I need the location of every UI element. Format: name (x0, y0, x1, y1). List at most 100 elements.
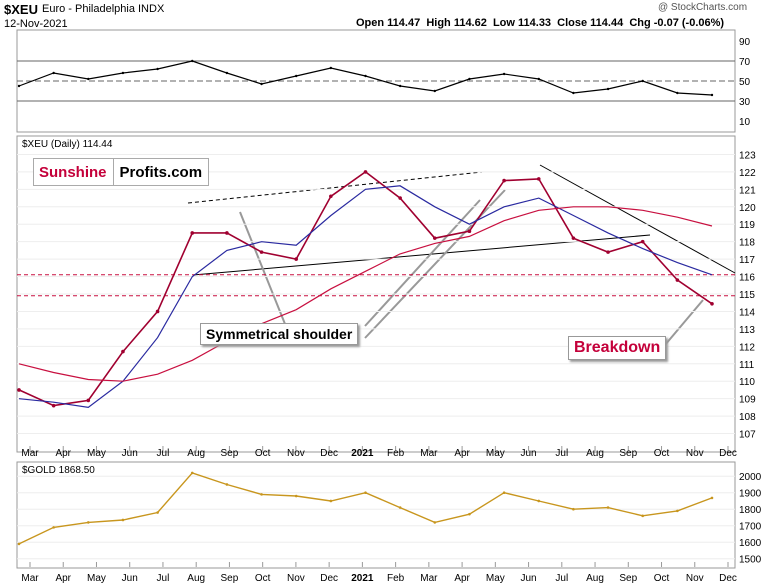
rsi-point (398, 84, 402, 88)
x-axes: Mar Apr May Jun Jul Aug Sep Oct Nov Dec 2021 Feb Mar… (21, 446, 737, 584)
instrument-name: Euro - Philadelphia INDX (42, 3, 165, 15)
price-x-tick: Sep (221, 448, 239, 459)
price-point (398, 196, 402, 200)
gold-point (156, 511, 159, 514)
price-x-tick: Aug (187, 448, 205, 459)
price-x-tick: Nov (686, 448, 704, 459)
rsi-tick-label: 10 (739, 117, 751, 128)
price-tick-label: 108 (739, 412, 756, 423)
rsi-panel (16, 29, 736, 133)
gold-tick-label: 1800 (739, 505, 762, 516)
rsi-point (225, 71, 229, 75)
rsi-point (710, 93, 714, 97)
price-tick-label: 116 (739, 273, 755, 284)
gold-point (17, 542, 21, 546)
price-x-tick: Jun (122, 448, 138, 459)
price-tick-label: 120 (739, 203, 756, 214)
symbol-title: $XEU (4, 2, 38, 17)
price-tick-label: 110 (739, 377, 755, 388)
rsi-point (502, 72, 506, 76)
downtrend-line (539, 164, 736, 274)
price-tick-label: 118 (739, 238, 755, 249)
price-x-tick: Mar (420, 448, 438, 459)
rsi-point (121, 71, 125, 75)
series-MA200 (18, 206, 713, 382)
price-tick-label: 111 (739, 360, 755, 371)
gold-point (433, 521, 437, 524)
gold-point (260, 493, 263, 496)
price-point (710, 301, 714, 306)
gold-x-tick: Jun (122, 573, 138, 584)
rsi-tick-label: 30 (739, 97, 751, 108)
rsi-point (260, 82, 263, 86)
gold-x-tick: Sep (619, 573, 637, 584)
price-point (155, 309, 160, 314)
price-point (329, 194, 333, 199)
price-x-tick: May (87, 448, 106, 459)
rsi-plot: 90 70 50 30 10 (17, 37, 751, 128)
gold-x-tick: Feb (387, 573, 405, 584)
price-tick-label: 109 (739, 395, 756, 406)
price-point (190, 231, 195, 235)
gold-x-tick: Oct (255, 573, 271, 584)
price-x-tick: Dec (320, 448, 338, 459)
upper-dashed-trendline (187, 171, 483, 204)
gold-x-tick: Nov (287, 573, 305, 584)
gold-x-tick: Jun (521, 573, 537, 584)
gold-x-tick: May (87, 573, 106, 584)
gold-point (52, 526, 55, 529)
rsi-tick-label: 90 (739, 37, 751, 48)
price-x-tick: Jun (521, 448, 537, 459)
gold-x-tick: 2021 (351, 573, 374, 584)
gold-point (121, 518, 125, 522)
gold-x-tick: Sep (221, 573, 239, 584)
rsi-point (191, 59, 194, 63)
chart-date: 12-Nov-2021 (4, 18, 68, 30)
gold-point (641, 514, 644, 518)
rsi-point (364, 74, 367, 78)
price-x-tick: Jul (555, 448, 568, 459)
price-x-tick: Dec (719, 448, 737, 459)
gold-point (572, 507, 575, 511)
price-x-tick: Feb (387, 448, 405, 459)
price-point (502, 178, 506, 183)
price-point (225, 231, 229, 235)
gold-point (87, 521, 90, 524)
gold-x-tick: Nov (686, 573, 704, 584)
rsi-point (606, 87, 610, 91)
rsi-point (17, 84, 21, 88)
price-x-tick: Oct (654, 448, 670, 459)
price-tick-label: 123 (739, 150, 756, 161)
rsi-point (641, 79, 644, 83)
gold-point (502, 491, 506, 495)
rsi-point (572, 91, 575, 95)
gold-point (225, 483, 229, 486)
gold-x-tick: Aug (187, 573, 205, 584)
price-tick-label: 114 (739, 307, 755, 318)
gold-tick-label: 1600 (739, 538, 762, 549)
price-point (121, 349, 125, 354)
breakdown-pointer (664, 299, 704, 346)
price-point (17, 388, 21, 392)
rsi-tick-label: 70 (739, 57, 751, 68)
price-point (259, 250, 264, 254)
gold-point (294, 494, 298, 498)
price-x-tick: Sep (619, 448, 637, 459)
series-MA50 (18, 185, 713, 409)
breakdown-annotation: Breakdown (568, 336, 667, 360)
rsi-point (295, 74, 298, 78)
price-point (640, 239, 645, 244)
price-point (606, 250, 610, 254)
rsi-point (537, 77, 540, 81)
gold-point (710, 496, 714, 500)
gold-point (468, 512, 471, 516)
price-point (363, 170, 368, 174)
price-x-tick: Apr (454, 448, 470, 459)
gold-tick-label: 1900 (739, 489, 762, 500)
price-x-tick: Nov (287, 448, 305, 459)
shoulder-pointer-2 (364, 199, 481, 327)
rsi-point (156, 67, 159, 71)
price-tick-label: 117 (739, 255, 755, 266)
gold-point (606, 506, 610, 509)
rsi-point (329, 66, 333, 70)
